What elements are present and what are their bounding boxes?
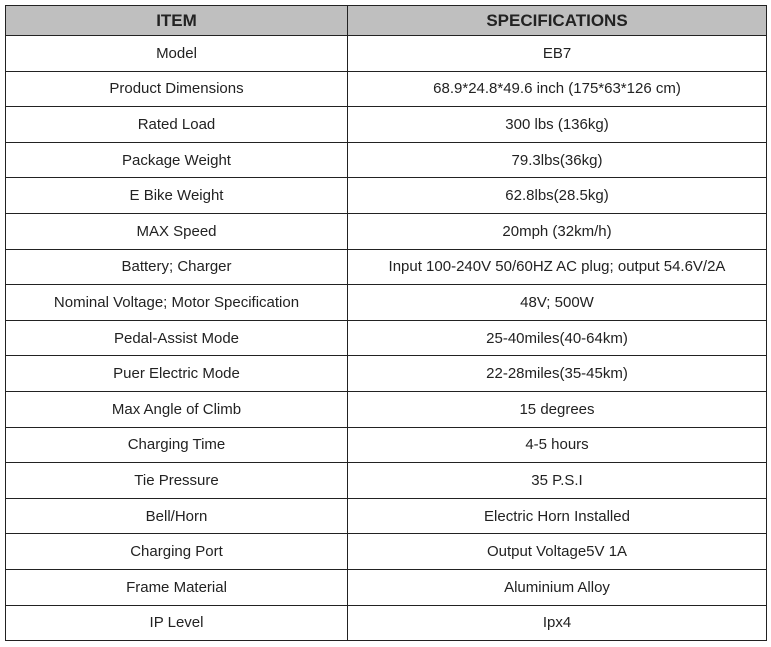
item-cell: Charging Time [5, 426, 348, 464]
spec-cell: 300 lbs (136kg) [347, 106, 767, 143]
table-row: IP Level Ipx4 [5, 604, 767, 642]
item-cell: Max Angle of Climb [5, 390, 348, 428]
item-cell: Pedal-Assist Mode [5, 319, 348, 357]
spec-cell: 79.3lbs(36kg) [347, 141, 767, 179]
specifications-column-header: SPECIFICATIONS [347, 5, 767, 36]
spec-cell: 4-5 hours [347, 426, 767, 464]
spec-cell: 22-28miles(35-45km) [347, 355, 767, 392]
table-row: Charging Time 4-5 hours [5, 426, 767, 464]
item-cell: Nominal Voltage; Motor Specification [5, 284, 348, 321]
item-cell: Charging Port [5, 533, 348, 570]
table-row: Tie Pressure 35 P.S.I [5, 462, 767, 499]
spec-cell: 20mph (32km/h) [347, 212, 767, 250]
item-cell: Product Dimensions [5, 70, 348, 108]
item-cell: Model [5, 35, 348, 72]
table-row: Battery; Charger Input 100-240V 50/60HZ A… [5, 248, 767, 286]
spec-cell: Output Voltage5V 1A [347, 533, 767, 570]
spec-cell: 68.9*24.8*49.6 inch (175*63*126 cm) [347, 70, 767, 108]
item-cell: Bell/Horn [5, 497, 348, 535]
spec-cell: EB7 [347, 35, 767, 72]
table-row: Pedal-Assist Mode 25-40miles(40-64km) [5, 319, 767, 357]
spec-cell: Electric Horn Installed [347, 497, 767, 535]
table-row: Max Angle of Climb 15 degrees [5, 390, 767, 428]
table-row: E Bike Weight 62.8lbs(28.5kg) [5, 177, 767, 214]
table-row: Product Dimensions 68.9*24.8*49.6 inch (1… [5, 70, 767, 108]
spec-cell: Input 100-240V 50/60HZ AC plug; output 5… [347, 248, 767, 286]
item-cell: Puer Electric Mode [5, 355, 348, 392]
table-row: Nominal Voltage; Motor Specification 48V;… [5, 284, 767, 321]
spec-cell: 48V; 500W [347, 284, 767, 321]
item-cell: Battery; Charger [5, 248, 348, 286]
table-row: Frame Material Aluminium Alloy [5, 568, 767, 606]
table-row: MAX Speed 20mph (32km/h) [5, 212, 767, 250]
spec-cell: Aluminium Alloy [347, 568, 767, 606]
specifications-table: ITEM SPECIFICATIONS Model EB7 Product Dime… [5, 5, 767, 642]
table-row: Bell/Horn Electric Horn Installed [5, 497, 767, 535]
item-cell: MAX Speed [5, 212, 348, 250]
spec-cell: Ipx4 [347, 604, 767, 642]
header-row: ITEM SPECIFICATIONS [5, 5, 767, 36]
table-row: Puer Electric Mode 22-28miles(35-45km) [5, 355, 767, 392]
item-cell: Tie Pressure [5, 462, 348, 499]
table-row: Model EB7 [5, 35, 767, 72]
spec-cell: 62.8lbs(28.5kg) [347, 177, 767, 214]
item-column-header: ITEM [5, 5, 348, 36]
item-cell: E Bike Weight [5, 177, 348, 214]
item-cell: Frame Material [5, 568, 348, 606]
item-cell: Package Weight [5, 141, 348, 179]
table-row: Rated Load 300 lbs (136kg) [5, 106, 767, 143]
item-cell: Rated Load [5, 106, 348, 143]
spec-cell: 35 P.S.I [347, 462, 767, 499]
table-row: Package Weight 79.3lbs(36kg) [5, 141, 767, 179]
table-row: Charging Port Output Voltage5V 1A [5, 533, 767, 570]
item-cell: IP Level [5, 604, 348, 642]
spec-cell: 25-40miles(40-64km) [347, 319, 767, 357]
spec-cell: 15 degrees [347, 390, 767, 428]
